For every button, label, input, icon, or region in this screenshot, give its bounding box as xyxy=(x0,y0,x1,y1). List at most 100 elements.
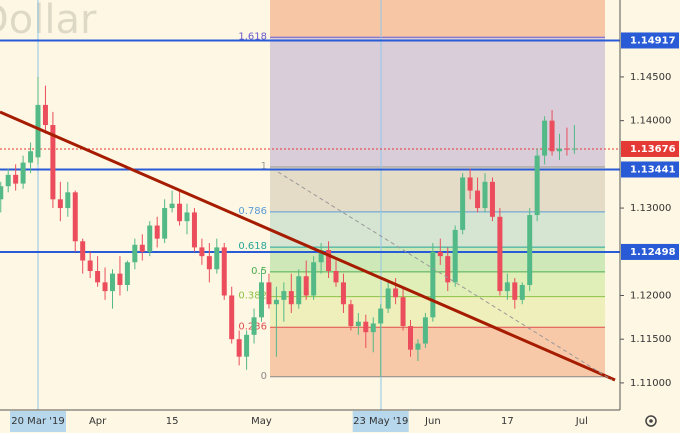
price-tag xyxy=(621,140,679,157)
x-tick-highlight xyxy=(352,411,409,432)
candle-body xyxy=(102,282,108,292)
candle-body xyxy=(288,291,294,305)
candle-body xyxy=(296,276,302,305)
price-tag-label: 1.14917 xyxy=(630,35,676,46)
candles xyxy=(0,76,577,377)
fib-zone xyxy=(270,211,605,248)
candle-body xyxy=(110,273,115,292)
candle-body xyxy=(0,186,4,200)
candle-body xyxy=(95,271,101,283)
candle-body xyxy=(184,212,190,222)
candle-body xyxy=(65,192,71,209)
fib-label: 1.618 xyxy=(238,31,267,42)
candle-body xyxy=(363,321,369,333)
y-tick-label: 1.14500 xyxy=(630,72,671,83)
x-tick-highlight xyxy=(10,411,66,432)
time-axis xyxy=(0,410,680,433)
candle-body xyxy=(519,284,525,300)
candle-body xyxy=(557,148,562,152)
candle-body xyxy=(355,321,361,327)
candle-body xyxy=(221,247,227,296)
y-tick-label: 1.12000 xyxy=(630,290,671,301)
price-lines xyxy=(0,39,620,253)
candle-body xyxy=(564,148,570,150)
candle-body xyxy=(445,256,451,283)
candle-body xyxy=(229,295,235,340)
candle-body xyxy=(467,177,473,191)
candle-body xyxy=(251,317,257,335)
watermark: Dollar xyxy=(0,0,97,43)
candle-body xyxy=(475,190,481,209)
candle-body xyxy=(13,174,19,184)
fib-label: 0.5 xyxy=(251,266,267,277)
candle-body xyxy=(393,288,399,298)
candle-body xyxy=(311,262,317,296)
candle-body xyxy=(318,250,324,263)
candle-body xyxy=(147,225,153,252)
candle-body xyxy=(303,276,309,296)
candle-body xyxy=(542,120,548,156)
candle-body xyxy=(42,104,48,126)
fib-zone xyxy=(270,0,605,38)
x-tick-label: 23 May '19 xyxy=(353,416,408,427)
y-tick-label: 1.13000 xyxy=(630,203,671,214)
candle-body xyxy=(206,256,212,270)
candle-body xyxy=(415,343,421,350)
candle-body xyxy=(385,288,391,309)
price-tag-label: 1.13441 xyxy=(630,165,676,176)
candle-body xyxy=(139,244,145,252)
dashed-line xyxy=(277,171,613,381)
candle-body xyxy=(273,299,279,305)
candle-body xyxy=(534,155,540,216)
x-tick-label: May xyxy=(251,416,272,427)
x-tick-label: Apr xyxy=(89,416,107,427)
fib-label: 0.786 xyxy=(238,206,267,217)
price-tag xyxy=(621,32,679,49)
candle-body xyxy=(154,225,160,239)
fib-label: 1 xyxy=(261,161,267,172)
x-tick-label: Jun xyxy=(424,416,441,427)
y-tick-label: 1.11000 xyxy=(630,378,671,389)
candle-body xyxy=(422,317,428,344)
price-tag-label: 1.12498 xyxy=(630,247,676,258)
candle-body xyxy=(571,148,577,150)
candle-body xyxy=(20,162,26,184)
candle-body xyxy=(117,273,123,285)
candle-body xyxy=(57,199,63,209)
candle-body xyxy=(497,216,503,292)
candle-body xyxy=(437,251,443,257)
candle-body xyxy=(527,215,533,285)
candle-body xyxy=(162,208,168,239)
candle-body xyxy=(504,282,510,292)
candle-body xyxy=(28,151,34,163)
candle-body xyxy=(87,260,93,272)
settings-icon[interactable] xyxy=(645,415,657,427)
fib-zone xyxy=(270,166,605,212)
candle-body xyxy=(124,262,130,285)
candle-body xyxy=(400,297,406,327)
price-axis xyxy=(620,0,680,433)
candle-body xyxy=(199,247,205,257)
candle-body xyxy=(370,323,376,333)
fib-label: 0.382 xyxy=(238,291,267,302)
trend-line xyxy=(0,110,616,382)
price-tag xyxy=(621,243,679,260)
candle-body xyxy=(549,120,555,152)
candle-body xyxy=(281,291,287,300)
candle-body xyxy=(482,181,488,209)
axis-labels: 1.14500 1.14000 1.13000 1.12000 1.11500 1.110… xyxy=(10,32,679,432)
y-tick-label: 1.11500 xyxy=(630,334,671,345)
fib-zone xyxy=(270,327,605,377)
candle-body xyxy=(408,326,413,350)
candle-body xyxy=(348,304,354,327)
x-tick-label: 17 xyxy=(501,416,514,427)
candle-body xyxy=(333,271,339,283)
candle-body xyxy=(340,282,346,305)
candle-body xyxy=(430,251,436,318)
candle-body xyxy=(244,334,250,357)
y-tick-label: 1.14000 xyxy=(630,116,671,127)
candle-body xyxy=(266,282,272,305)
candle-body xyxy=(378,308,384,324)
